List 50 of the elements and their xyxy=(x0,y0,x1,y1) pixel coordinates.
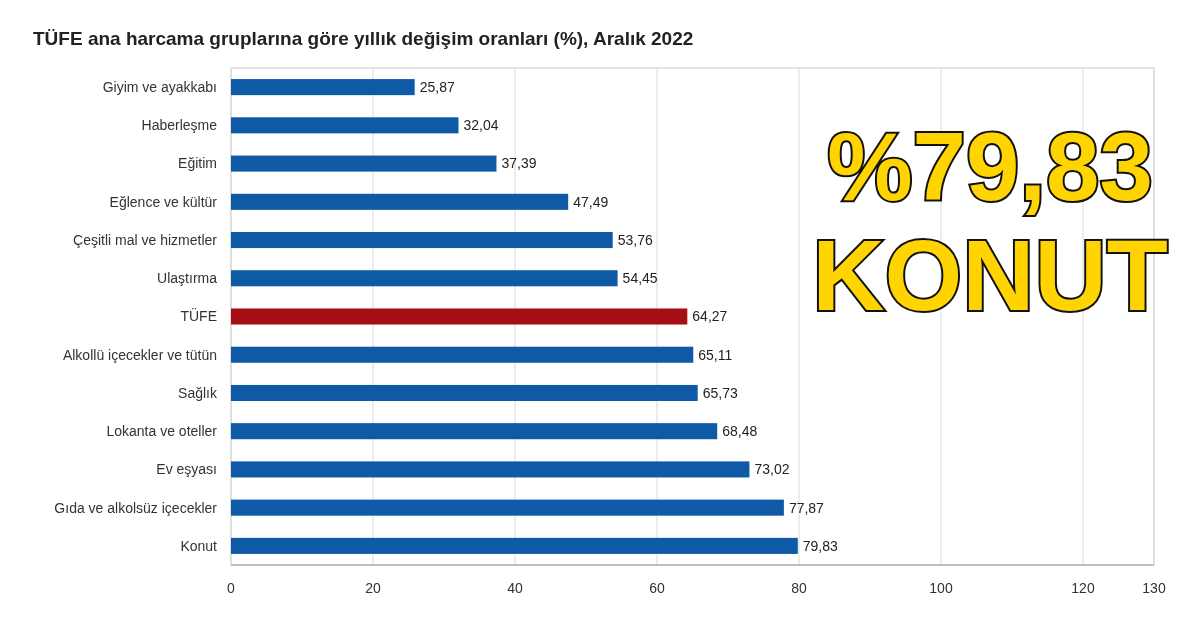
bar xyxy=(231,308,688,325)
y-tick-label: Çeşitli mal ve hizmetler xyxy=(73,231,218,248)
y-tick-label: Giyim ve ayakkabı xyxy=(102,79,217,96)
bar xyxy=(231,499,784,516)
data-label: 64,27 xyxy=(692,308,728,325)
data-label: 65,73 xyxy=(702,384,738,401)
x-tick-label: 40 xyxy=(507,580,523,596)
x-tick-label: 60 xyxy=(649,580,665,596)
bar xyxy=(231,232,613,249)
annotation: KONUT xyxy=(812,219,1168,331)
bar xyxy=(231,537,798,554)
y-tick-label: Ulaştırma xyxy=(157,270,218,287)
y-tick-label: Alkollü içecekler ve tütün xyxy=(62,346,217,363)
y-tick-label: Eğitim xyxy=(178,155,217,172)
x-tick-label: 120 xyxy=(1071,580,1095,596)
annotation: %79,83 xyxy=(827,113,1153,220)
x-tick-label: 100 xyxy=(929,580,953,596)
y-tick-label: Ev eşyası xyxy=(156,461,217,478)
x-tick-label: 0 xyxy=(227,580,236,596)
x-tick-label: 130 xyxy=(1142,580,1166,596)
data-label: 32,04 xyxy=(463,117,499,134)
y-tick-label: Konut xyxy=(180,537,218,554)
x-tick-label: 80 xyxy=(791,580,807,596)
data-label: 53,76 xyxy=(617,231,653,248)
data-label: 73,02 xyxy=(754,461,790,478)
y-tick-label: Gıda ve alkolsüz içecekler xyxy=(54,499,218,516)
y-tick-label: Sağlık xyxy=(178,384,218,401)
data-label: 79,83 xyxy=(802,537,839,554)
x-tick-label: 20 xyxy=(365,580,381,596)
y-tick-label: Eğlence ve kültür xyxy=(109,193,218,210)
bar xyxy=(231,155,497,172)
data-label: 47,49 xyxy=(573,193,609,210)
bar xyxy=(231,384,698,401)
bar xyxy=(231,117,459,134)
data-label: 77,87 xyxy=(788,499,825,516)
bar xyxy=(231,79,415,96)
y-tick-label: TÜFE xyxy=(180,307,217,325)
bar xyxy=(231,423,718,440)
bar xyxy=(231,193,569,210)
data-label: 25,87 xyxy=(419,79,455,96)
data-label: 68,48 xyxy=(722,423,758,440)
data-label: 54,45 xyxy=(622,270,658,287)
y-tick-label: Lokanta ve oteller xyxy=(106,423,218,440)
bar xyxy=(231,270,618,287)
chart-title: TÜFE ana harcama gruplarına göre yıllık değişim oranları (%), Aralık 2022 xyxy=(33,28,694,49)
data-label: 37,39 xyxy=(501,155,537,172)
bar xyxy=(231,346,694,363)
y-tick-label: Haberleşme xyxy=(141,117,218,134)
bar xyxy=(231,461,750,478)
data-label: 65,11 xyxy=(698,346,733,363)
